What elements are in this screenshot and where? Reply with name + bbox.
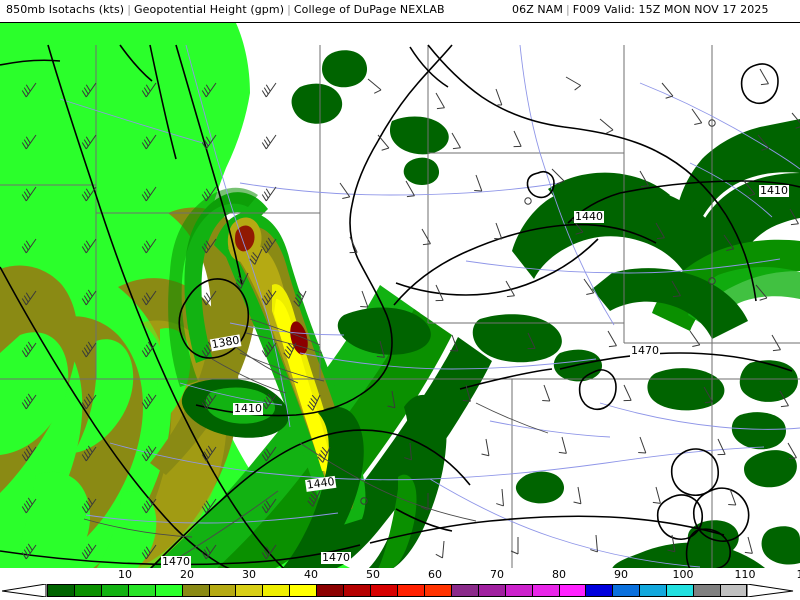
colorbar-tick: 40 bbox=[304, 568, 318, 581]
colorbar-under-arrow bbox=[2, 584, 47, 597]
colorbar-bin[interactable] bbox=[639, 584, 667, 597]
colorbar-tick: 70 bbox=[490, 568, 504, 581]
colorbar-bin[interactable] bbox=[181, 584, 209, 597]
contour-label: 1410 bbox=[760, 184, 788, 197]
model-run-label: 06Z NAM bbox=[512, 3, 563, 16]
contour-label: 1470 bbox=[162, 555, 190, 568]
map-canvas[interactable]: 1380 1410 1440 1470 1470 bbox=[0, 22, 800, 570]
contour-label: 1470 bbox=[631, 344, 659, 357]
colorbar-bin[interactable] bbox=[235, 584, 263, 597]
colorbar-tick: 100 bbox=[672, 568, 694, 581]
map-header: 850mb Isotachs (kts) | Geopotential Height… bbox=[0, 0, 800, 22]
colorbar-bin[interactable] bbox=[612, 584, 640, 597]
colorbar-tick-labels: 10 20 30 40 50 60 70 80 90 100 110 120 bbox=[0, 568, 800, 583]
colorbar-bin[interactable] bbox=[666, 584, 694, 597]
colorbar-tick: 50 bbox=[366, 568, 380, 581]
height-contours bbox=[0, 44, 800, 569]
contour-label: 1470 bbox=[322, 551, 350, 564]
colorbar-bin[interactable] bbox=[370, 584, 397, 597]
colorbar-bin[interactable] bbox=[47, 584, 74, 597]
contour-labels: 1380 1410 1440 1470 1470 bbox=[161, 184, 789, 568]
header-left-text: 850mb Isotachs (kts) | Geopotential Height… bbox=[6, 3, 445, 16]
field-label: Geopotential Height (gpm) bbox=[134, 3, 285, 16]
source-label: College of DuPage NEXLAB bbox=[293, 3, 445, 16]
colorbar-tick: 80 bbox=[552, 568, 566, 581]
colorbar-bin[interactable] bbox=[477, 584, 505, 597]
valid-time-label: Valid: 15Z MON NOV 17 2025 bbox=[604, 3, 769, 16]
colorbar-bin[interactable] bbox=[585, 584, 613, 597]
colorbar-bin[interactable] bbox=[450, 584, 478, 597]
colorbar-tick: 20 bbox=[180, 568, 194, 581]
contour-label: 1410 bbox=[234, 402, 262, 415]
colorbar-bin[interactable] bbox=[154, 584, 182, 597]
colorbar-bin[interactable] bbox=[343, 584, 371, 597]
isotach-map-svg: 1380 1410 1440 1470 1470 bbox=[0, 23, 800, 569]
colorbar-tick: 60 bbox=[428, 568, 442, 581]
colorbar-bin[interactable] bbox=[423, 584, 451, 597]
forecast-hour-label: F009 bbox=[572, 3, 601, 16]
product-label: 850mb Isotachs (kts) bbox=[6, 3, 125, 16]
colorbar-bin[interactable] bbox=[531, 584, 559, 597]
colorbar-strip[interactable] bbox=[0, 584, 800, 598]
header-separator-2: | bbox=[287, 3, 291, 16]
colorbar-bin[interactable] bbox=[262, 584, 290, 597]
colorbar-tick: 120 bbox=[797, 568, 800, 581]
colorbar-bin[interactable] bbox=[73, 584, 101, 597]
colorbar-bin[interactable] bbox=[397, 584, 424, 597]
colorbar-bin[interactable] bbox=[316, 584, 344, 597]
colorbar-bin[interactable] bbox=[558, 584, 586, 597]
contour-label: 1380 bbox=[211, 334, 241, 352]
colorbar-tick: 110 bbox=[734, 568, 756, 581]
colorbar-tick: 90 bbox=[614, 568, 628, 581]
state-borders bbox=[0, 45, 800, 569]
colorbar-bin[interactable] bbox=[100, 584, 128, 597]
header-separator-3: | bbox=[565, 3, 570, 16]
colorbar-bin[interactable] bbox=[720, 584, 747, 597]
colorbar-tick: 30 bbox=[242, 568, 256, 581]
colorbar-bin[interactable] bbox=[127, 584, 155, 597]
colorbar-over-arrow bbox=[747, 584, 794, 597]
secondary-lines bbox=[83, 318, 549, 569]
contour-label: 1440 bbox=[575, 210, 603, 223]
colorbar-tick: 10 bbox=[118, 568, 132, 581]
colorbar-bin[interactable] bbox=[504, 584, 532, 597]
header-separator-1: | bbox=[127, 3, 132, 16]
colorbar-bin[interactable] bbox=[693, 584, 721, 597]
colorbar-bin[interactable] bbox=[289, 584, 317, 597]
colorbar[interactable]: 10 20 30 40 50 60 70 80 90 100 110 120 bbox=[0, 568, 800, 600]
colorbar-bin[interactable] bbox=[208, 584, 236, 597]
header-right-text: 06Z NAM | F009 Valid: 15Z MON NOV 17 2025 bbox=[512, 3, 769, 16]
contour-label: 1440 bbox=[306, 475, 336, 492]
rivers bbox=[59, 44, 800, 568]
